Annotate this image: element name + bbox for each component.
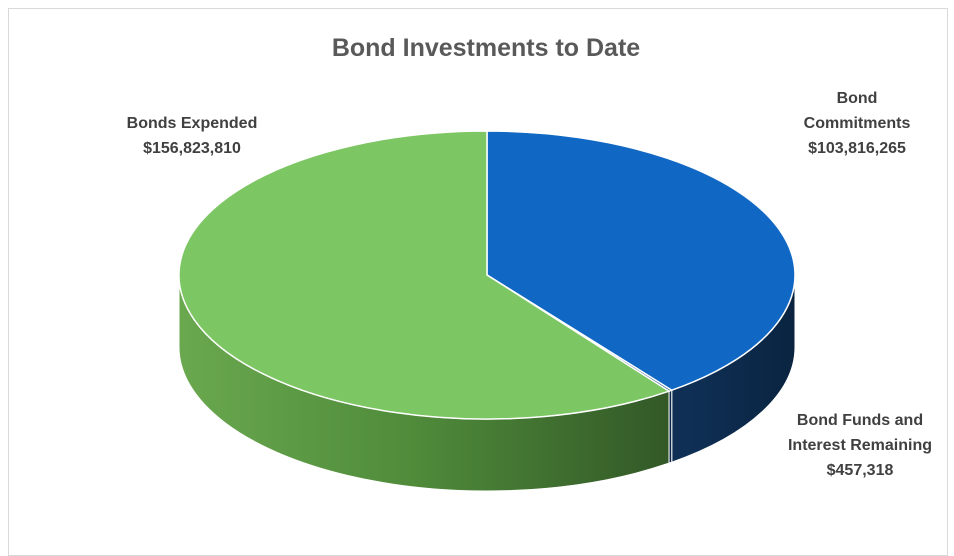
data-label-commit: Bond Commitments $103,816,265: [804, 90, 911, 157]
pie-labels: Bond Commitments $103,816,265 Bond Funds an…: [127, 90, 932, 479]
chart-title: Bond Investments to Date: [332, 34, 640, 62]
data-label-remain: Bond Funds and Interest Remaining $457,318: [788, 412, 932, 479]
pie-top: [178, 130, 796, 420]
data-label-line: $457,318: [827, 462, 894, 479]
pie-slice-commit: [486, 130, 796, 391]
data-label-line: Bond Funds and: [797, 412, 923, 429]
pie-slice-expend: [178, 130, 670, 420]
data-label-line: Bonds Expended: [127, 115, 258, 132]
data-label-line: Bond: [837, 90, 878, 107]
data-label-line: Commitments: [804, 115, 911, 132]
data-label-line: $156,823,810: [143, 140, 241, 157]
data-label-line: Interest Remaining: [788, 437, 932, 454]
data-label-line: $103,816,265: [808, 140, 906, 157]
data-label-expend: Bonds Expended $156,823,810: [127, 115, 258, 157]
